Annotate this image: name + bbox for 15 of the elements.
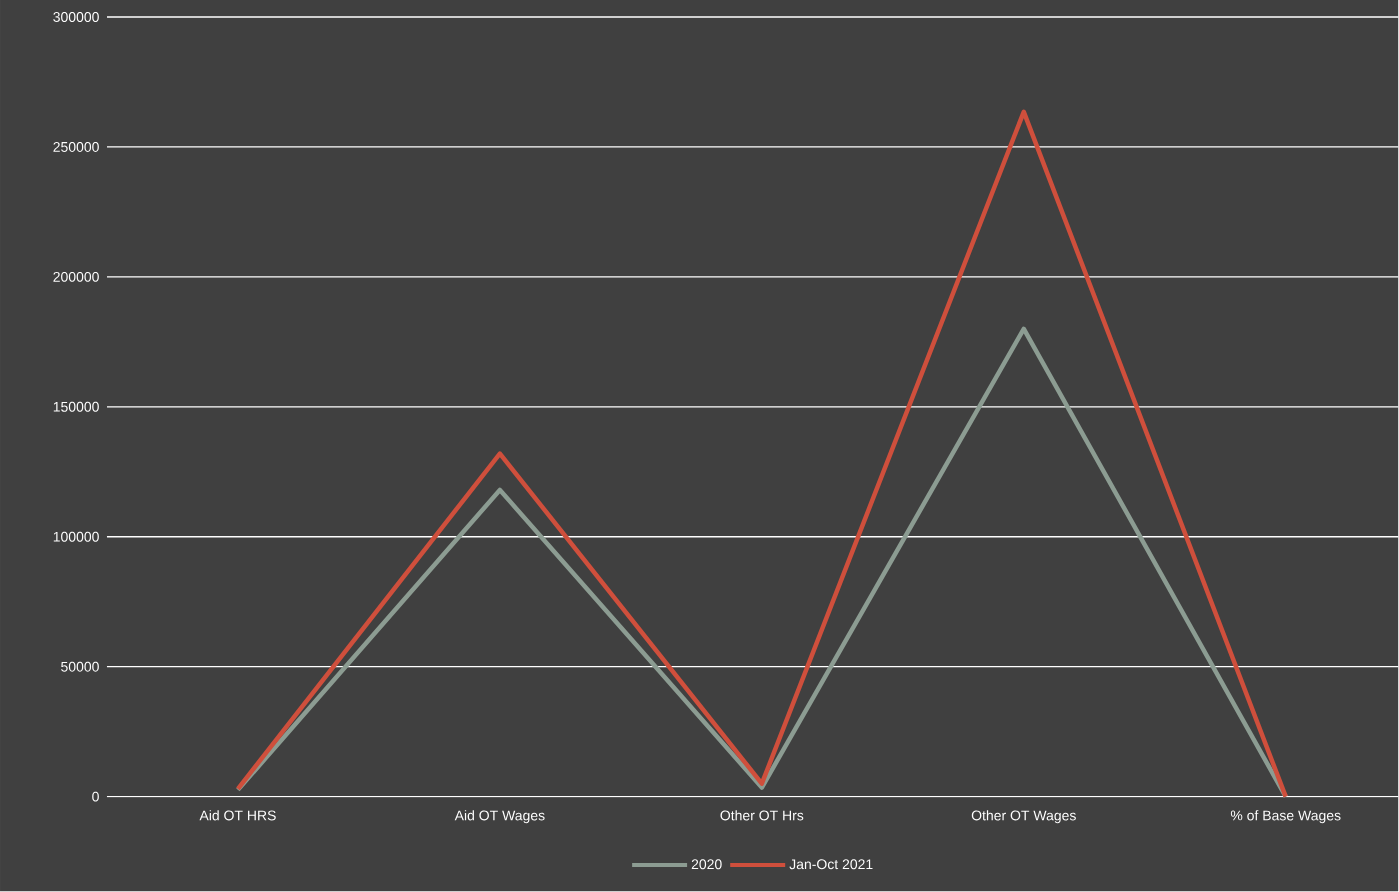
- legend-label: Jan-Oct 2021: [789, 859, 873, 870]
- x-tick-label: % of Base Wages: [1230, 810, 1341, 824]
- y-tick-label: 200000: [53, 272, 99, 283]
- y-tick-label: 0: [92, 791, 99, 802]
- x-tick-label: Aid OT Wages: [454, 810, 545, 824]
- line-series: [235, 109, 1288, 800]
- x-tick-label: Other OT Hrs: [720, 810, 804, 821]
- y-tick-label: 50000: [61, 661, 99, 672]
- y-tick-label: 250000: [53, 142, 99, 153]
- y-tick-label: 300000: [53, 12, 99, 23]
- legend-label: 2020: [691, 859, 722, 870]
- x-tick-label: Aid OT HRS: [199, 810, 276, 821]
- x-tick-label: Other OT Wages: [971, 810, 1076, 824]
- y-tick-label: 150000: [53, 402, 99, 412]
- y-tick-label: 100000: [53, 531, 99, 542]
